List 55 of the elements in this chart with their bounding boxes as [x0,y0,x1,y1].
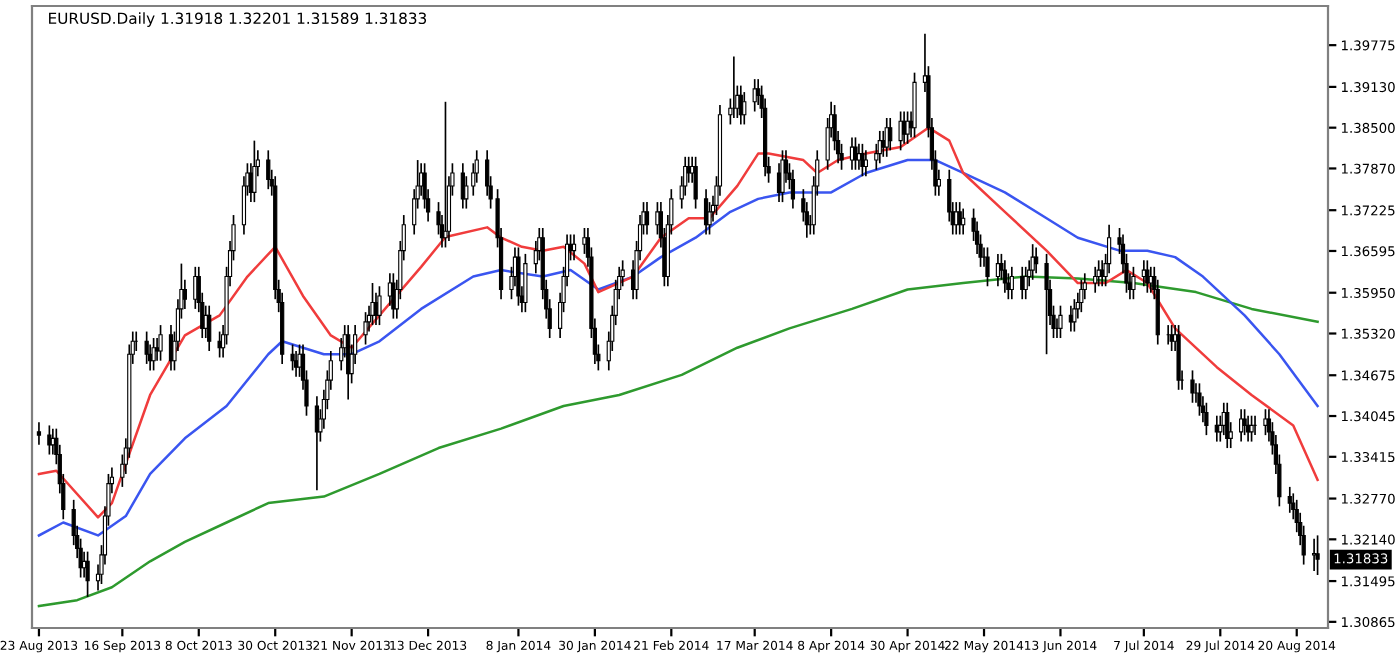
candlestick [888,117,893,152]
candlestick [217,330,222,359]
candlestick [193,266,198,310]
candlestick [523,253,528,313]
candlestick [207,304,212,352]
candlestick [443,100,448,249]
candlestick [1145,259,1150,294]
candlestick [1176,324,1181,391]
candlestick [961,207,966,236]
candlestick [1287,486,1292,514]
candlestick [1239,408,1244,443]
candlestick [985,246,990,288]
candlestick [853,136,858,171]
candlestick [1044,253,1049,356]
candlestick [1204,401,1209,436]
candlestick [36,421,42,446]
candlestick [158,324,163,362]
candlestick [377,285,382,326]
candlestick [1009,266,1014,301]
candlestick [290,343,295,372]
candlestick [752,78,757,113]
candlestick [47,424,52,456]
candlestick [1002,259,1007,294]
candlestick [85,550,90,598]
candlestick [571,233,577,262]
candlestick [1263,408,1268,436]
candlestick [144,330,149,365]
candlestick [863,149,869,178]
candlestick [1311,537,1317,572]
candlestick [780,149,785,203]
candlestick [898,110,903,152]
candlestick [1096,259,1101,288]
candlestick [742,91,747,126]
candlestick [1034,246,1039,275]
candlestick [957,201,962,236]
candlestick [370,282,375,326]
candlestick [1315,534,1320,576]
candlestick [1197,382,1202,417]
candlestick [912,71,917,139]
candlestick [790,168,796,210]
candlestick [252,139,257,203]
candlestick [1190,369,1195,404]
candlestick [860,143,865,178]
candlestick [644,201,650,236]
candlestick [151,337,156,372]
candlestick [363,311,368,346]
candlestick [1242,408,1247,436]
candlestick [1131,266,1136,301]
candlestick [1093,266,1098,294]
candlestick [516,246,521,307]
candlestick [1249,414,1254,443]
candlestick [693,155,698,210]
candlestick [266,149,271,191]
candlestick [1058,304,1063,339]
candlestick [1020,266,1025,301]
